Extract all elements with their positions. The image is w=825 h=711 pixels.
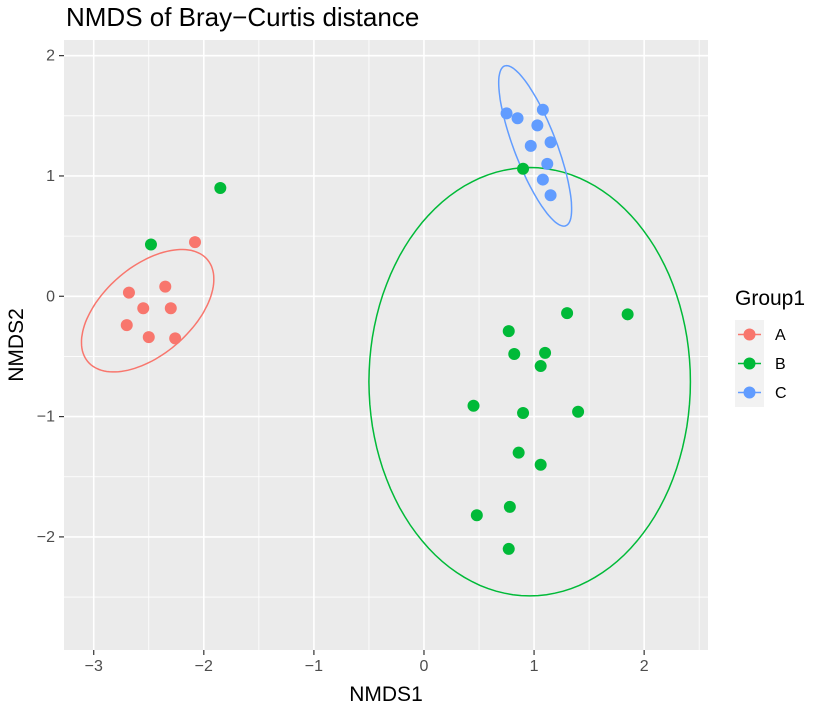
ellipse-b: [368, 166, 692, 597]
legend-dot-c: [743, 386, 756, 399]
legend-dot-a: [743, 328, 756, 341]
point-c: [544, 136, 557, 149]
point-b: [144, 238, 157, 251]
point-b: [502, 542, 515, 555]
y-tick-label: −2: [37, 529, 55, 546]
x-tick-label: −1: [305, 658, 323, 675]
point-a: [169, 332, 182, 345]
point-b: [512, 446, 525, 459]
y-axis-ticks: −2 −1 0 1 2: [37, 48, 64, 546]
point-b: [534, 458, 547, 471]
point-c: [536, 103, 549, 116]
point-b: [517, 406, 530, 419]
x-tick-label: 1: [530, 658, 539, 675]
x-axis-ticks: −3 −2 −1 0 1 2: [85, 650, 649, 675]
x-tick-label: 0: [420, 658, 429, 675]
point-c: [531, 119, 544, 132]
x-tick-label: −3: [85, 658, 103, 675]
point-c: [536, 173, 549, 186]
point-a: [142, 331, 155, 344]
point-b: [534, 360, 547, 373]
point-a: [122, 286, 135, 299]
point-a: [189, 236, 202, 249]
point-c: [544, 189, 557, 202]
point-b: [503, 500, 516, 513]
x-axis-title: NMDS1: [349, 683, 423, 706]
minor-gridlines: [64, 40, 708, 650]
point-a: [120, 319, 133, 332]
legend: ABC: [735, 320, 787, 407]
point-b: [508, 348, 521, 361]
point-c: [541, 157, 554, 170]
point-b: [214, 181, 227, 194]
plot-panel: [64, 40, 708, 650]
point-a: [137, 302, 150, 315]
y-tick-label: −1: [37, 409, 55, 426]
y-tick-label: 0: [46, 288, 55, 305]
x-tick-label: −2: [195, 658, 213, 675]
point-c: [500, 107, 513, 120]
data-points: [120, 103, 634, 555]
y-tick-label: 2: [46, 48, 55, 65]
point-a: [164, 302, 177, 315]
point-a: [159, 280, 172, 293]
point-b: [467, 399, 480, 412]
point-c: [524, 139, 537, 152]
y-tick-label: 1: [46, 168, 55, 185]
legend-dot-b: [743, 357, 756, 370]
major-gridlines: [64, 40, 708, 650]
confidence-ellipses: [80, 64, 692, 597]
legend-label-a: A: [775, 327, 786, 344]
point-b: [470, 509, 483, 522]
legend-label-c: C: [775, 385, 787, 402]
point-b: [502, 325, 515, 338]
chart-title: NMDS of Bray−Curtis distance: [66, 2, 419, 32]
point-b: [621, 308, 634, 321]
point-b: [539, 346, 552, 359]
point-b: [517, 162, 530, 175]
legend-label-b: B: [775, 356, 786, 373]
ellipse-c: [497, 64, 573, 227]
point-c: [511, 112, 524, 125]
y-axis-title: NMDS2: [5, 308, 28, 382]
point-b: [572, 405, 585, 418]
x-tick-label: 2: [640, 658, 649, 675]
ellipse-a: [80, 248, 215, 373]
legend-title: Group1: [735, 287, 805, 310]
point-b: [561, 307, 574, 320]
